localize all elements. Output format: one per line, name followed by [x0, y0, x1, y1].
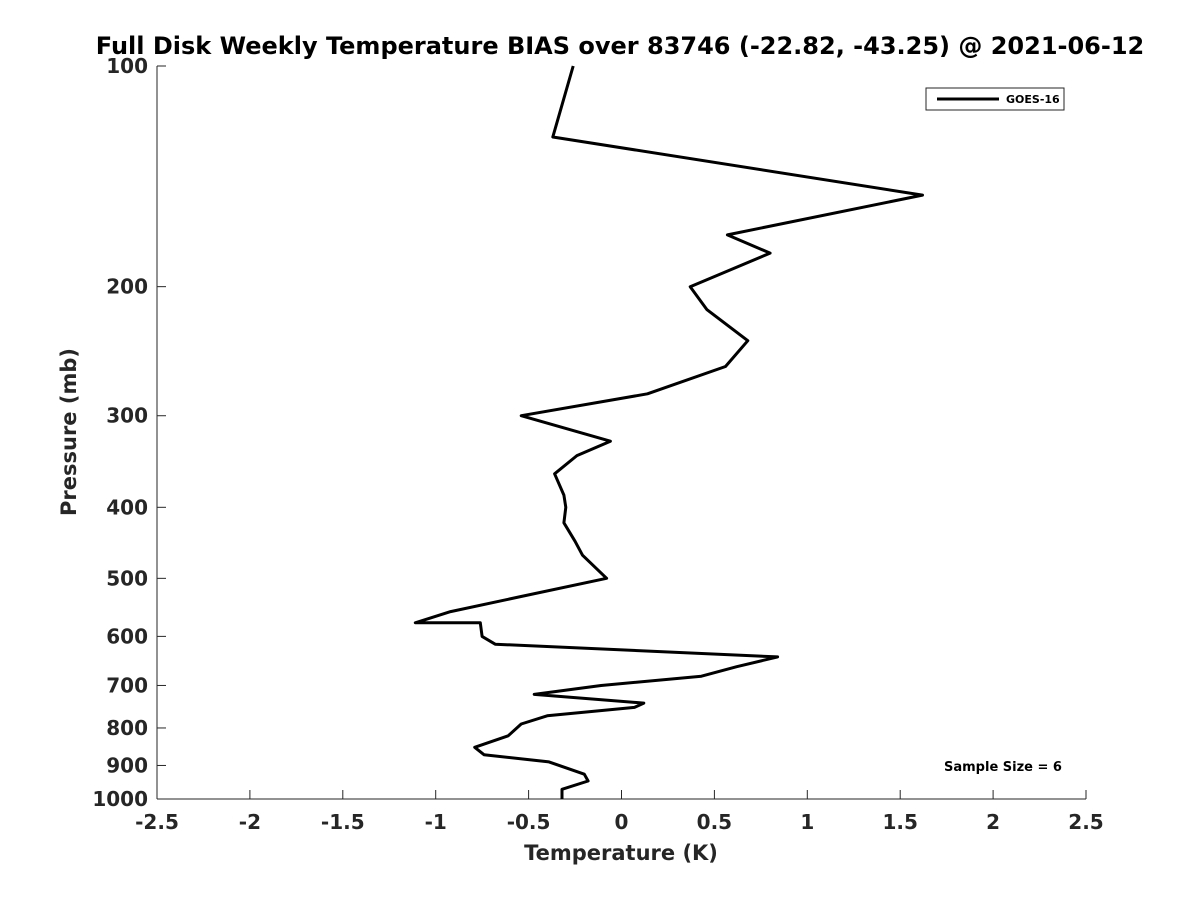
y-tick-label: 400: [106, 495, 148, 519]
y-tick-label: 1000: [92, 787, 148, 811]
x-tick-label: 1: [800, 810, 814, 834]
sample-size-annotation: Sample Size = 6: [944, 760, 1062, 775]
y-tick-label: 100: [106, 54, 148, 78]
x-tick-label: -2.5: [135, 810, 179, 834]
legend-label: GOES-16: [1006, 93, 1060, 106]
y-tick-label: 600: [106, 624, 148, 648]
x-tick-label: 2: [986, 810, 1000, 834]
y-tick-label: 700: [106, 673, 148, 697]
plot-area: -2.5 -2 -1.5 -1 -0.5 0 0.5 1 1.5 2 2.5 100 200 300 400…: [92, 54, 1103, 834]
y-tick-label: 200: [106, 275, 148, 299]
x-axis-label: Temperature (K): [524, 841, 718, 865]
x-tick-label: 1.5: [882, 810, 917, 834]
y-tick-label: 300: [106, 404, 148, 428]
y-tick-label: 900: [106, 753, 148, 777]
y-axis-label: Pressure (mb): [57, 348, 81, 516]
legend: GOES-16: [925, 87, 1065, 111]
x-tick-label: -1.5: [321, 810, 365, 834]
x-tick-label: -2: [239, 810, 261, 834]
x-tick-label: 0: [615, 810, 629, 834]
chart-title: Full Disk Weekly Temperature BIAS over 8…: [96, 32, 1144, 60]
series-line-goes-16: [413, 65, 924, 799]
y-tick-label: 800: [106, 716, 148, 740]
x-tick-label: 2.5: [1068, 810, 1103, 834]
x-tick-label: -0.5: [507, 810, 551, 834]
x-tick-label: 0.5: [697, 810, 732, 834]
y-tick-label: 500: [106, 566, 148, 590]
x-tick-label: -1: [425, 810, 447, 834]
